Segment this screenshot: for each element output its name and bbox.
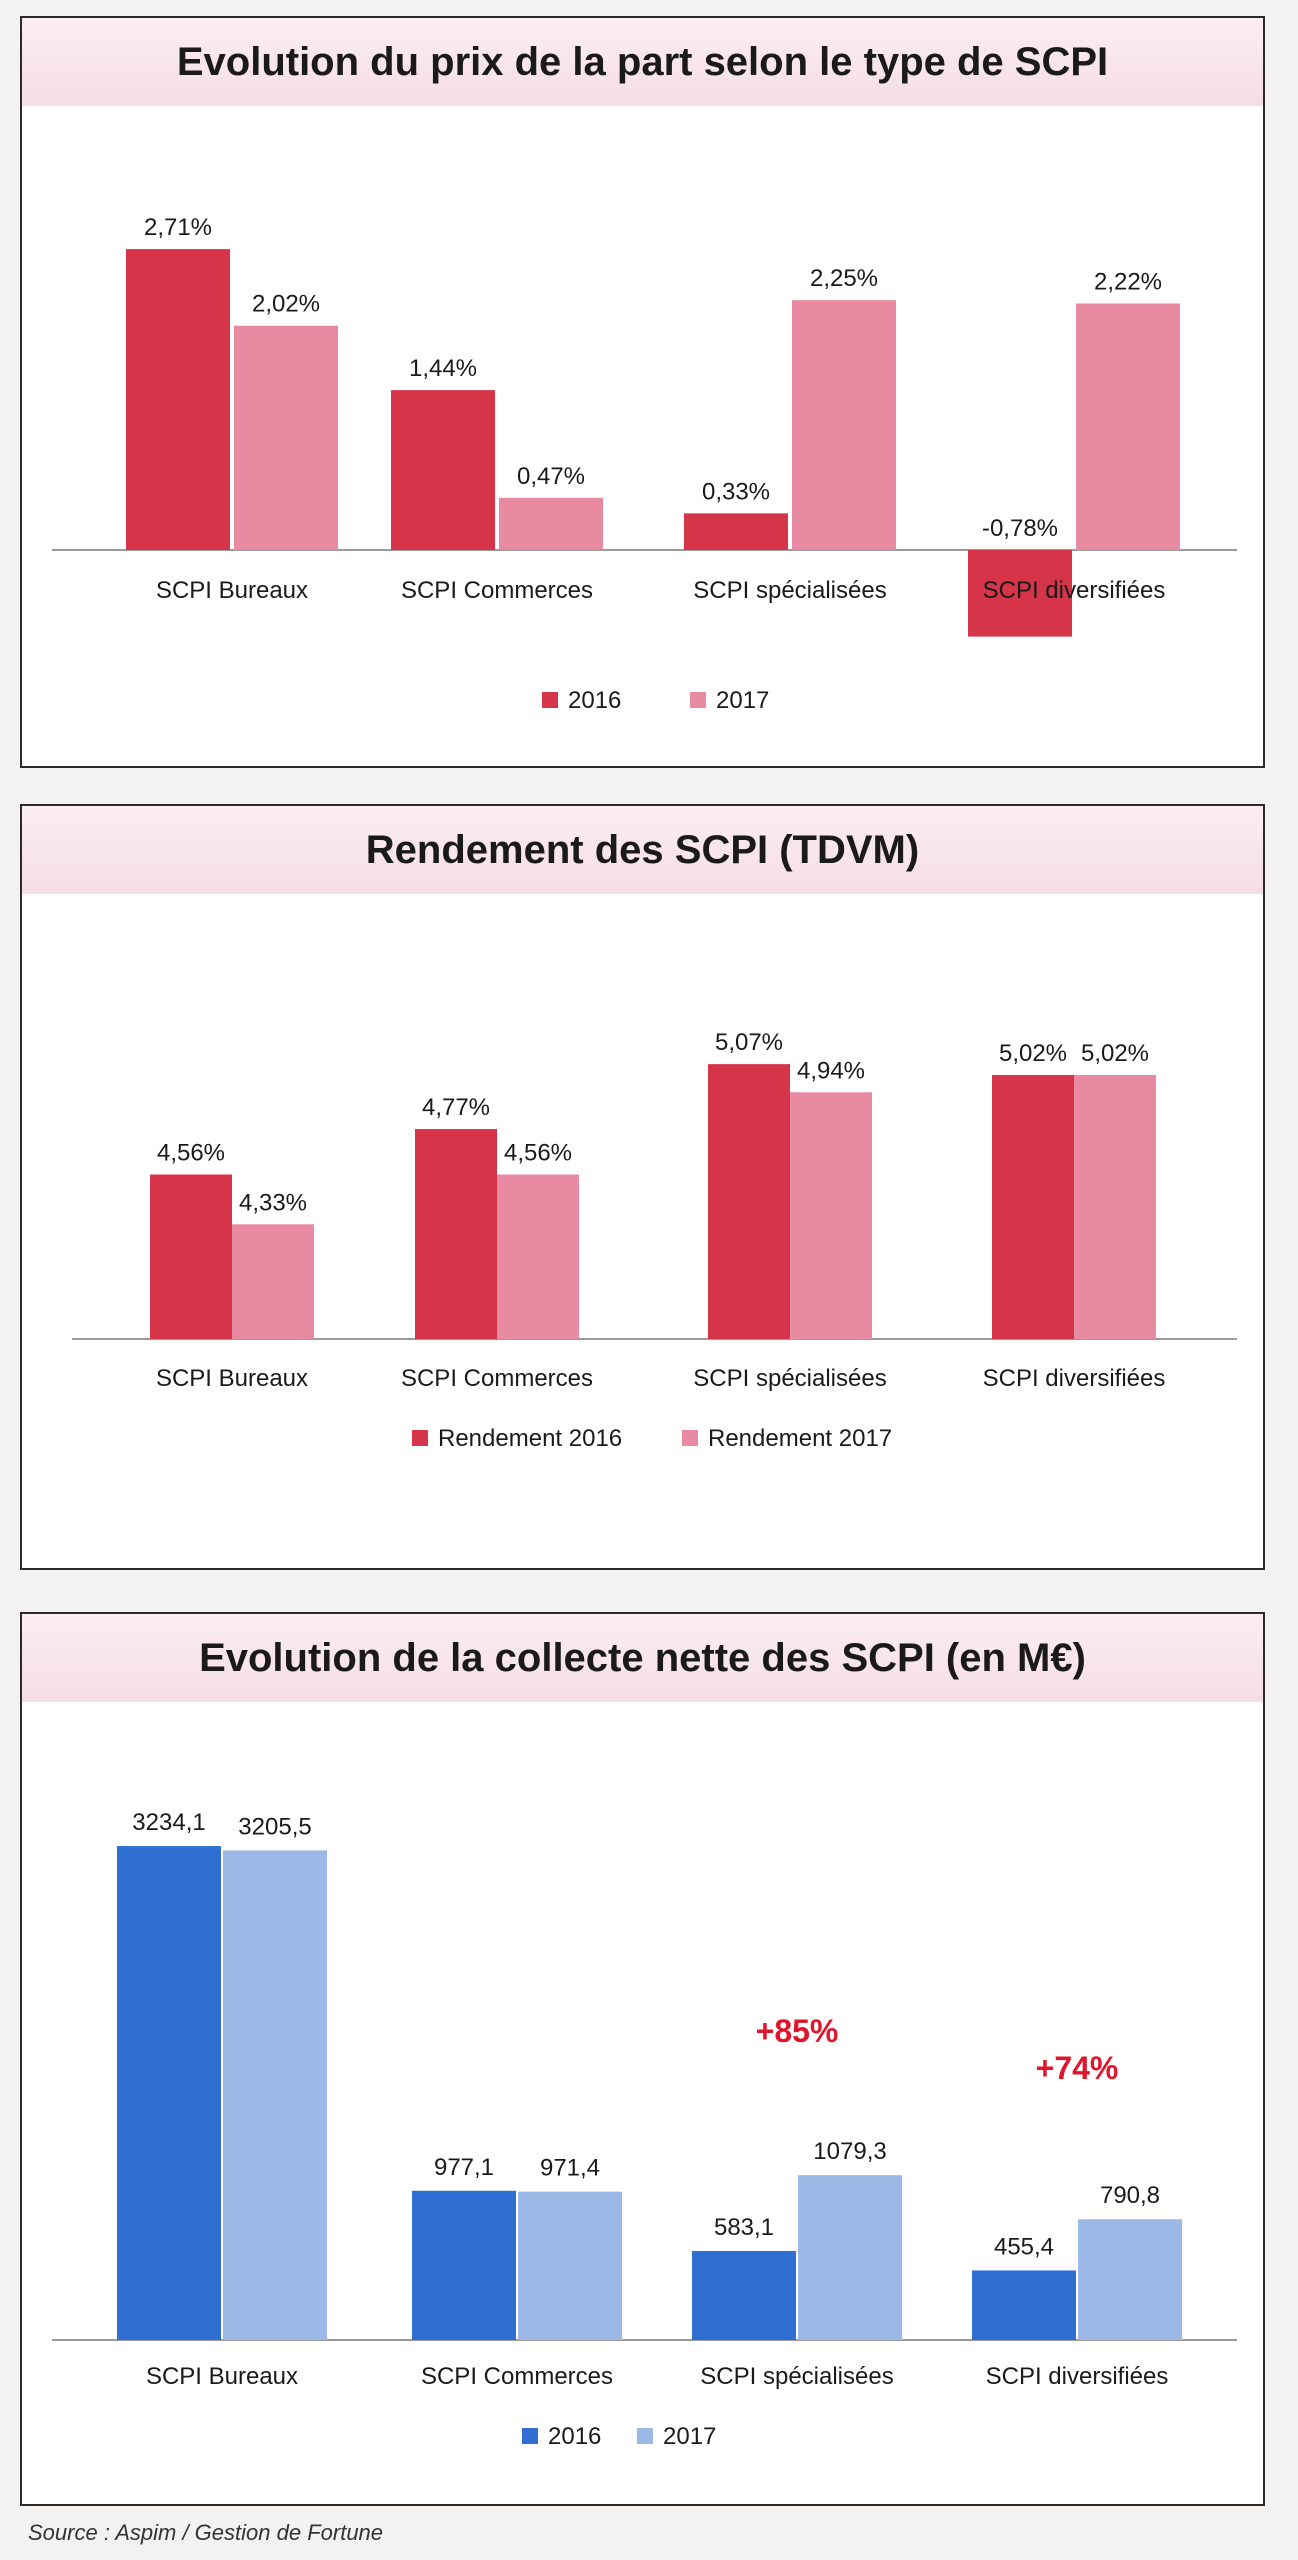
data-label-rendement-2016-scpi-diversifiees: 5,02%	[999, 1040, 1067, 1067]
data-label-rendement-2017-scpi-diversifiees: 5,02%	[1081, 1040, 1149, 1067]
bar-2016-scpi-specialisees	[692, 2250, 796, 2340]
chart-panel-collecte: Evolution de la collecte nette des SCPI …	[20, 1612, 1265, 2506]
category-label-scpi-specialisees: SCPI spécialisées	[693, 1365, 886, 1392]
legend-swatch-2016	[522, 2428, 538, 2444]
bar-2016-scpi-diversifiees	[968, 550, 1072, 637]
legend-label-2017: 2017	[663, 2423, 716, 2450]
bar-rendement-2016-scpi-specialisees	[708, 1064, 790, 1339]
chart-panel-prix: Evolution du prix de la part selon le ty…	[20, 16, 1265, 768]
data-label-rendement-2017-scpi-bureaux: 4,33%	[239, 1189, 307, 1216]
data-label-rendement-2016-scpi-specialisees: 5,07%	[715, 1029, 783, 1056]
chart-panel-rendement: Rendement des SCPI (TDVM) 4,56% 4,33% SCPI…	[20, 804, 1265, 1570]
chart-title-collecte: Evolution de la collecte nette des SCPI …	[22, 1614, 1263, 1702]
data-label-2017-scpi-specialisees: 2,25%	[810, 265, 878, 292]
bar-2017-scpi-specialisees	[798, 2175, 902, 2340]
chart-rendement-svg: 4,56% 4,33% SCPI Bureaux 4,77% 4,56% SCPI Com…	[72, 1029, 1237, 1452]
data-label-2016-scpi-specialisees: 583,1	[714, 2214, 774, 2241]
source-note: Source : Aspim / Gestion de Fortune	[28, 2520, 384, 2545]
bar-rendement-2017-scpi-bureaux	[232, 1224, 314, 1339]
category-label-scpi-specialisees: SCPI spécialisées	[700, 2363, 893, 2390]
category-label-scpi-specialisees: SCPI spécialisées	[693, 577, 886, 604]
category-label-scpi-bureaux: SCPI Bureaux	[146, 2363, 298, 2390]
bar-rendement-2016-scpi-bureaux	[150, 1174, 232, 1339]
data-label-2017-scpi-bureaux: 2,02%	[252, 291, 320, 318]
data-label-2017-scpi-diversifiees: 790,8	[1100, 2182, 1160, 2209]
bar-2017-scpi-commerces	[499, 497, 603, 550]
bar-rendement-2017-scpi-specialisees	[790, 1092, 872, 1339]
bar-rendement-2017-scpi-diversifiees	[1074, 1074, 1156, 1339]
data-label-rendement-2017-scpi-commerces: 4,56%	[504, 1140, 572, 1167]
legend-swatch-2016	[542, 692, 558, 708]
data-label-2016-scpi-diversifiees: -0,78%	[982, 515, 1058, 542]
data-label-rendement-2017-scpi-specialisees: 4,94%	[797, 1057, 865, 1084]
data-label-2016-scpi-commerces: 977,1	[434, 2154, 494, 2181]
legend-label-rendement-2017: Rendement 2017	[708, 1425, 892, 1452]
legend-swatch-2017	[637, 2428, 653, 2444]
data-label-2017-scpi-diversifiees: 2,22%	[1094, 269, 1162, 296]
chart-collecte-svg: 3234,1 3205,5 SCPI Bureaux 977,1 971,4 SCPI C…	[52, 1809, 1237, 2450]
legend-label-2017: 2017	[716, 687, 769, 714]
legend-swatch-2017	[690, 692, 706, 708]
category-label-scpi-diversifiees: SCPI diversifiées	[983, 1365, 1166, 1392]
data-label-2017-scpi-commerces: 0,47%	[517, 463, 585, 490]
bar-2017-scpi-bureaux	[234, 325, 338, 550]
legend-swatch-rendement-2017	[682, 1430, 698, 1446]
data-label-2016-scpi-diversifiees: 455,4	[994, 2233, 1054, 2260]
bar-2016-scpi-commerces	[412, 2190, 516, 2340]
category-label-scpi-commerces: SCPI Commerces	[421, 2363, 613, 2390]
bar-rendement-2016-scpi-commerces	[415, 1129, 497, 1339]
data-label-2017-scpi-bureaux: 3205,5	[238, 1813, 311, 1840]
category-label-scpi-diversifiees: SCPI diversifiées	[986, 2363, 1169, 2390]
chart-title-prix: Evolution du prix de la part selon le ty…	[22, 18, 1263, 106]
category-label-scpi-bureaux: SCPI Bureaux	[156, 577, 308, 604]
annotation-scpi-specialisees: +85%	[756, 2013, 839, 2049]
bar-2017-scpi-specialisees	[792, 300, 896, 550]
category-label-scpi-diversifiees: SCPI diversifiées	[983, 577, 1166, 604]
bar-2017-scpi-bureaux	[223, 1850, 327, 2340]
data-label-2016-scpi-specialisees: 0,33%	[702, 478, 770, 505]
category-label-scpi-bureaux: SCPI Bureaux	[156, 1365, 308, 1392]
chart-prix-svg: 2,71% 2,02% SCPI Bureaux 1,44% 0,47% SCPI Com…	[52, 214, 1237, 714]
data-label-2016-scpi-commerces: 1,44%	[409, 355, 477, 382]
category-label-scpi-commerces: SCPI Commerces	[401, 1365, 593, 1392]
data-label-2016-scpi-bureaux: 3234,1	[132, 1809, 205, 1836]
data-label-rendement-2016-scpi-bureaux: 4,56%	[157, 1140, 225, 1167]
chart-title-rendement: Rendement des SCPI (TDVM)	[22, 806, 1263, 894]
data-label-2017-scpi-commerces: 971,4	[540, 2155, 600, 2182]
legend-label-rendement-2016: Rendement 2016	[438, 1425, 622, 1452]
legend-label-2016: 2016	[548, 2423, 601, 2450]
bar-2017-scpi-diversifiees	[1078, 2219, 1182, 2340]
bar-2016-scpi-specialisees	[684, 513, 788, 550]
bar-2016-scpi-bureaux	[126, 249, 230, 550]
bar-2017-scpi-diversifiees	[1076, 303, 1180, 550]
legend-swatch-rendement-2016	[412, 1430, 428, 1446]
bar-rendement-2016-scpi-diversifiees	[992, 1074, 1074, 1339]
bar-2016-scpi-bureaux	[117, 1846, 221, 2340]
annotation-scpi-diversifiees: +74%	[1036, 2050, 1119, 2086]
data-label-2016-scpi-bureaux: 2,71%	[144, 214, 212, 241]
data-label-2017-scpi-specialisees: 1079,3	[813, 2138, 886, 2165]
bar-2016-scpi-commerces	[391, 390, 495, 550]
bar-rendement-2017-scpi-commerces	[497, 1174, 579, 1339]
legend-label-2016: 2016	[568, 687, 621, 714]
category-label-scpi-commerces: SCPI Commerces	[401, 577, 593, 604]
bar-2016-scpi-diversifiees	[972, 2270, 1076, 2340]
data-label-rendement-2016-scpi-commerces: 4,77%	[422, 1094, 490, 1121]
bar-2017-scpi-commerces	[518, 2191, 622, 2340]
